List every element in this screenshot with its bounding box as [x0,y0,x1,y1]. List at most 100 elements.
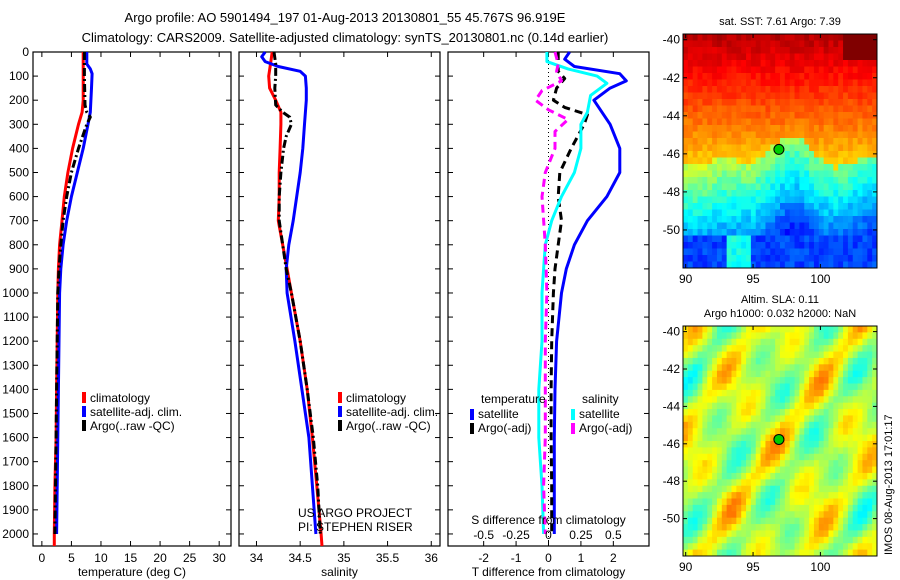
map-cell [726,415,732,423]
map-cell [741,383,747,391]
map-cell [813,164,820,171]
legend-label: Argo(-adj) [478,421,531,435]
map-cell [707,105,713,113]
map-cell [765,229,771,236]
map-cell [741,504,747,512]
map-cell [716,177,723,184]
map-cell [687,229,694,236]
map-cell [838,543,844,551]
map-cell [799,472,805,480]
map-cell [794,498,800,506]
map-cell [712,170,718,178]
map-cell [838,190,844,197]
map-cell [818,447,825,455]
map-cell [804,190,810,197]
map-cell [687,524,694,531]
map-cell [746,242,752,249]
map-cell [775,517,781,525]
map-cell [867,332,873,340]
map-cell [833,235,839,243]
map-cell [872,60,878,67]
legend-label: climatology [90,391,150,405]
map-cell [784,131,791,139]
map-cell [731,60,737,67]
map-cell [760,73,766,80]
map-cell [847,472,854,480]
map-cell [716,402,723,410]
map-cell [741,118,747,126]
map-cell [712,92,718,100]
map-cell [857,485,863,493]
map-cell [707,332,713,340]
map-cell [692,498,699,506]
map-cell [813,177,820,184]
map-cell [726,196,732,204]
map-cell [750,326,757,333]
map-cell [692,504,699,512]
map-cell [726,118,732,126]
map-cell [702,177,708,184]
map-cell [775,332,781,340]
map-cell [750,536,757,544]
map-cell [852,196,859,204]
map-cell [692,428,699,436]
map-cell [697,99,703,106]
map-cell [857,549,863,557]
map-cell [804,351,810,359]
map-cell [872,364,878,372]
map-cell [813,209,820,217]
map-cell [775,99,781,106]
map-cell [857,460,863,468]
map-cell [755,196,762,204]
map-cell [770,389,776,397]
map-cell [726,511,732,519]
map-cell [799,332,805,340]
map-cell [804,377,810,384]
map-cell [707,216,713,223]
map-cell [799,183,805,191]
map-cell [847,415,854,423]
map-cell [780,131,786,139]
map-cell [799,151,805,158]
map-cell [838,338,844,346]
map-cell [746,466,752,474]
map-cell [712,73,718,80]
map-cell [702,118,708,126]
map-cell [794,261,800,269]
map-cell [847,209,854,217]
map-cell [736,338,742,346]
map-cell [707,255,713,262]
map-cell [813,40,820,48]
map-cell [726,421,732,429]
map-cell [746,492,752,499]
map-cell [741,536,747,544]
map-cell [721,144,728,152]
map-cell [789,151,796,158]
map-cell [828,209,834,217]
map-cell [828,524,834,531]
map-cell [716,92,723,100]
map-cell [784,40,791,48]
map-cell [683,511,689,519]
map-cell [872,53,878,61]
map-cell [697,255,703,262]
map-cell [838,524,844,531]
map-cell [799,504,805,512]
map-cell [828,345,834,353]
map-cell [697,47,703,54]
y-tick-label: 1900 [2,503,29,517]
map-cell [780,190,786,197]
map-cell [721,543,728,551]
map-cell [755,99,762,106]
map-cell [838,383,844,391]
map-cell [838,434,844,442]
map-cell [818,222,825,230]
map-cell [760,370,766,378]
map-cell [789,73,796,80]
map-cell [784,434,791,442]
map-cell [784,183,791,191]
map-cell [760,377,766,384]
map-cell [872,151,878,158]
map-cell [721,164,728,171]
map-cell [818,357,825,365]
